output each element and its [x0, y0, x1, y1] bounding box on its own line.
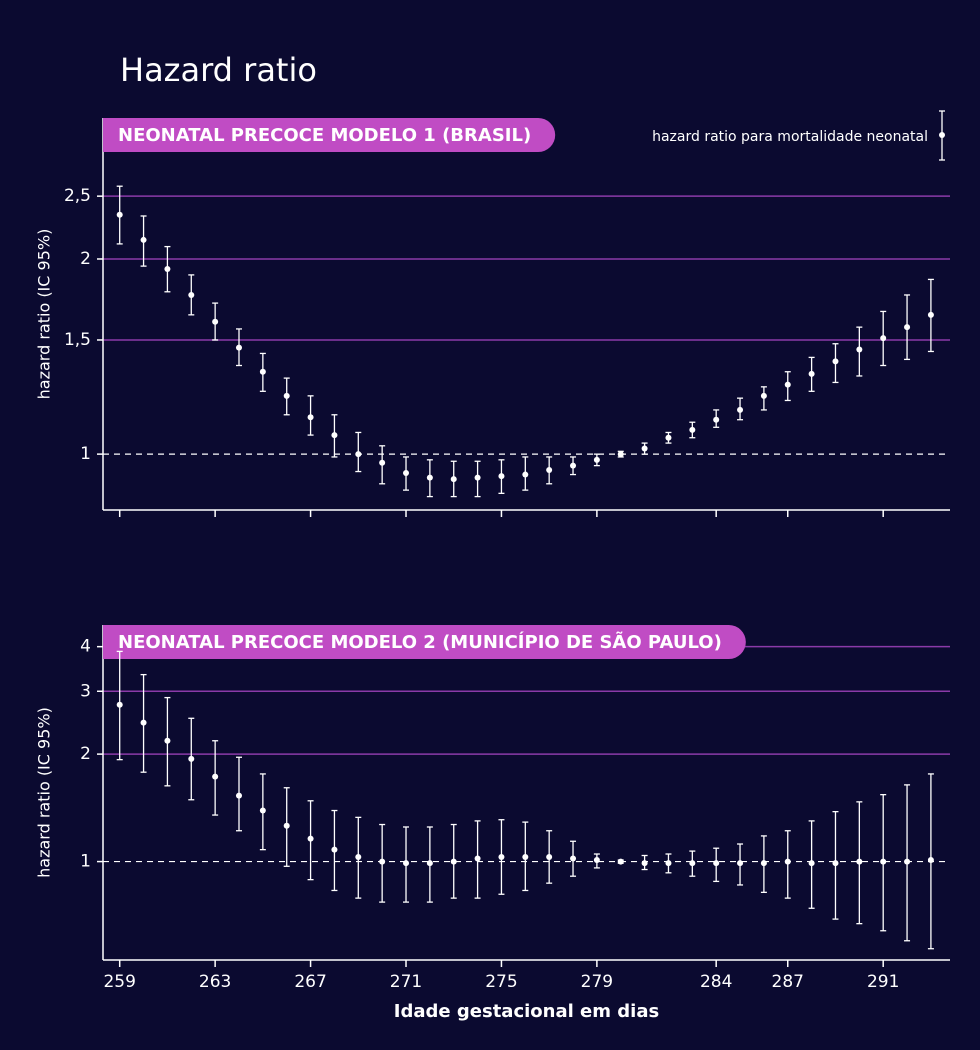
y-tick-label: 2 [80, 249, 91, 269]
point [212, 318, 219, 325]
point [403, 860, 410, 867]
point [570, 462, 577, 469]
point [880, 335, 887, 342]
x-tick-label: 271 [390, 972, 422, 992]
point [259, 368, 266, 375]
point [474, 855, 481, 862]
panel-title: NEONATAL PRECOCE MODELO 1 (BRASIL) [118, 125, 531, 146]
x-tick-label: 291 [867, 972, 899, 992]
point [331, 846, 338, 853]
point [498, 473, 505, 480]
y-tick-label: 1,5 [64, 330, 91, 350]
point [522, 853, 529, 860]
point [235, 344, 242, 351]
point [450, 858, 457, 865]
point [426, 860, 433, 867]
x-tick-label: 287 [772, 972, 804, 992]
y-tick-label: 3 [80, 681, 91, 701]
x-tick-label: 263 [199, 972, 231, 992]
point [737, 860, 744, 867]
point [713, 860, 720, 867]
point [760, 392, 767, 399]
point [689, 860, 696, 867]
point [617, 451, 624, 458]
point [331, 432, 338, 439]
point [307, 414, 314, 421]
point [235, 792, 242, 799]
point [212, 773, 219, 780]
point [164, 737, 171, 744]
point [880, 858, 887, 865]
x-tick-label: 279 [581, 972, 613, 992]
point [832, 860, 839, 867]
point [188, 291, 195, 298]
point [927, 311, 934, 318]
point [856, 346, 863, 353]
point [808, 370, 815, 377]
point [116, 211, 123, 218]
point [665, 434, 672, 441]
point [546, 467, 553, 474]
point [665, 860, 672, 867]
point [641, 860, 648, 867]
x-tick-label: 275 [485, 972, 517, 992]
panel-banner [103, 625, 746, 659]
point [904, 858, 911, 865]
y-tick-label: 1 [80, 852, 91, 872]
panel-banner [103, 118, 556, 152]
legend-marker [939, 132, 945, 138]
x-tick-label: 259 [103, 972, 135, 992]
point [927, 857, 934, 864]
point [450, 476, 457, 483]
point [617, 858, 624, 865]
y-tick-label: 1 [80, 444, 91, 464]
point [498, 853, 505, 860]
point [140, 236, 147, 243]
point [641, 445, 648, 452]
point [116, 701, 123, 708]
point [760, 860, 767, 867]
legend-label: hazard ratio para mortalidade neonatal [652, 129, 928, 145]
point [188, 755, 195, 762]
point [713, 416, 720, 423]
point [355, 853, 362, 860]
x-tick-label: 284 [700, 972, 732, 992]
page-title: Hazard ratio [120, 51, 317, 89]
y-tick-label: 2 [80, 744, 91, 764]
point [784, 858, 791, 865]
point [784, 381, 791, 388]
point [283, 392, 290, 399]
point [737, 406, 744, 413]
point [904, 324, 911, 331]
point [379, 459, 386, 466]
point [689, 426, 696, 433]
point [593, 456, 600, 463]
x-axis-label: Idade gestacional em dias [394, 1001, 659, 1022]
point [474, 474, 481, 481]
point [259, 807, 266, 814]
point [164, 266, 171, 273]
point [808, 860, 815, 867]
point [570, 855, 577, 862]
point [426, 474, 433, 481]
point [546, 853, 553, 860]
panel-title: NEONATAL PRECOCE MODELO 2 (MUNICÍPIO DE … [118, 630, 722, 653]
point [355, 451, 362, 458]
point [403, 470, 410, 477]
y-tick-label: 4 [80, 637, 91, 657]
point [307, 835, 314, 842]
point [379, 858, 386, 865]
y-axis-label: hazard ratio (IC 95%) [35, 707, 54, 878]
point [140, 719, 147, 726]
point [522, 471, 529, 478]
point [856, 858, 863, 865]
y-axis-label: hazard ratio (IC 95%) [35, 229, 54, 400]
y-tick-label: 2,5 [64, 186, 91, 206]
point [593, 857, 600, 864]
point [832, 358, 839, 365]
point [283, 822, 290, 829]
x-tick-label: 267 [294, 972, 326, 992]
